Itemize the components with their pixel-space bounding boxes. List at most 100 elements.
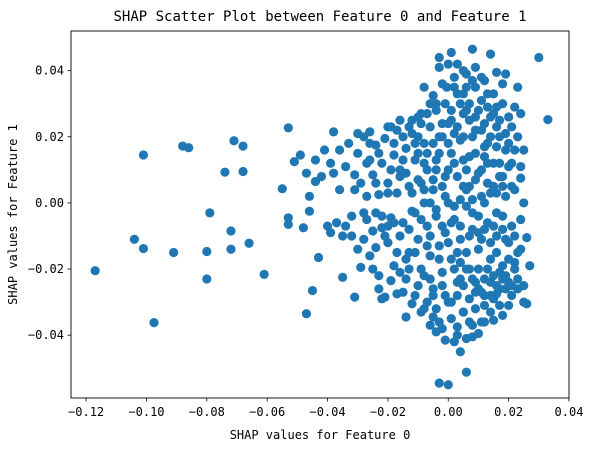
data-point [449, 201, 459, 211]
data-point [353, 148, 363, 158]
data-point [325, 158, 336, 168]
data-point [431, 211, 441, 221]
y-tick-label: 0.04 [35, 64, 64, 78]
data-point [425, 122, 435, 132]
y-tick-label: 0.02 [35, 130, 64, 144]
data-point [482, 102, 493, 112]
data-point [374, 148, 384, 158]
data-point [498, 310, 508, 320]
data-point [491, 231, 502, 241]
data-point [149, 318, 159, 328]
data-point [522, 233, 532, 243]
data-point [449, 158, 459, 168]
data-point [485, 49, 496, 59]
data-point [425, 198, 435, 208]
data-point [434, 62, 444, 72]
data-point [362, 191, 372, 201]
x-tick-label: −0.02 [370, 405, 406, 419]
data-point [431, 204, 441, 215]
data-point [470, 112, 481, 122]
data-point [419, 138, 429, 149]
data-point [350, 170, 360, 180]
plot-frame [70, 30, 570, 399]
data-point [383, 221, 393, 231]
data-point [407, 299, 417, 309]
data-point [416, 214, 426, 225]
data-point [205, 208, 215, 218]
data-point [479, 198, 490, 208]
data-point [504, 138, 514, 149]
data-point [301, 309, 312, 319]
data-point [319, 145, 330, 155]
data-point [395, 171, 405, 182]
data-point [425, 274, 435, 284]
data-point [467, 195, 478, 205]
data-point [383, 188, 393, 198]
data-point [473, 264, 484, 274]
data-point [350, 185, 360, 195]
data-point [482, 264, 493, 274]
data-point [416, 307, 426, 317]
data-point [431, 105, 441, 115]
data-point [473, 228, 484, 238]
data-point [202, 246, 212, 257]
data-point [365, 127, 375, 137]
data-point [283, 219, 293, 230]
data-point [504, 254, 514, 264]
data-point [513, 132, 523, 142]
data-point [395, 231, 405, 241]
data-point [392, 125, 402, 135]
data-point [138, 150, 149, 160]
data-point [169, 247, 179, 258]
data-point [434, 52, 444, 63]
data-point [129, 234, 139, 244]
data-point [498, 79, 508, 89]
x-tick-label: −0.12 [68, 405, 104, 419]
data-point [416, 118, 426, 129]
data-point [452, 247, 462, 258]
data-point [485, 254, 496, 264]
data-point [398, 155, 408, 165]
data-point [507, 181, 517, 191]
data-point [494, 171, 505, 182]
data-point [383, 178, 393, 188]
data-point [461, 185, 471, 195]
data-point [229, 136, 239, 146]
data-point [449, 264, 459, 274]
data-point [338, 231, 348, 241]
data-point [446, 148, 456, 158]
data-point [510, 145, 520, 155]
data-point [386, 276, 396, 286]
data-point [398, 132, 408, 142]
data-point [440, 290, 450, 301]
data-point [341, 221, 351, 231]
data-point [347, 211, 357, 221]
data-point [455, 195, 465, 205]
y-axis-title: SHAP values for Feature 1 [6, 124, 20, 305]
data-point [437, 181, 447, 191]
data-point [356, 178, 366, 188]
data-point [473, 211, 484, 221]
data-point [304, 206, 315, 216]
data-point [485, 132, 496, 142]
data-point [422, 109, 432, 119]
data-points [90, 44, 553, 390]
data-point [404, 224, 414, 234]
data-point [510, 102, 520, 112]
data-point [332, 218, 342, 228]
data-point [437, 79, 447, 89]
data-point [488, 271, 499, 281]
data-point [401, 143, 411, 153]
data-point [476, 125, 487, 135]
data-point [374, 190, 384, 200]
data-point [434, 241, 444, 251]
data-point [419, 82, 429, 92]
data-point [479, 152, 490, 162]
data-point [494, 300, 505, 311]
data-point [401, 274, 411, 284]
data-point [507, 290, 517, 301]
x-tick-label: −0.06 [249, 405, 285, 419]
data-point [428, 312, 438, 322]
data-point [461, 201, 471, 211]
data-point [422, 297, 432, 307]
